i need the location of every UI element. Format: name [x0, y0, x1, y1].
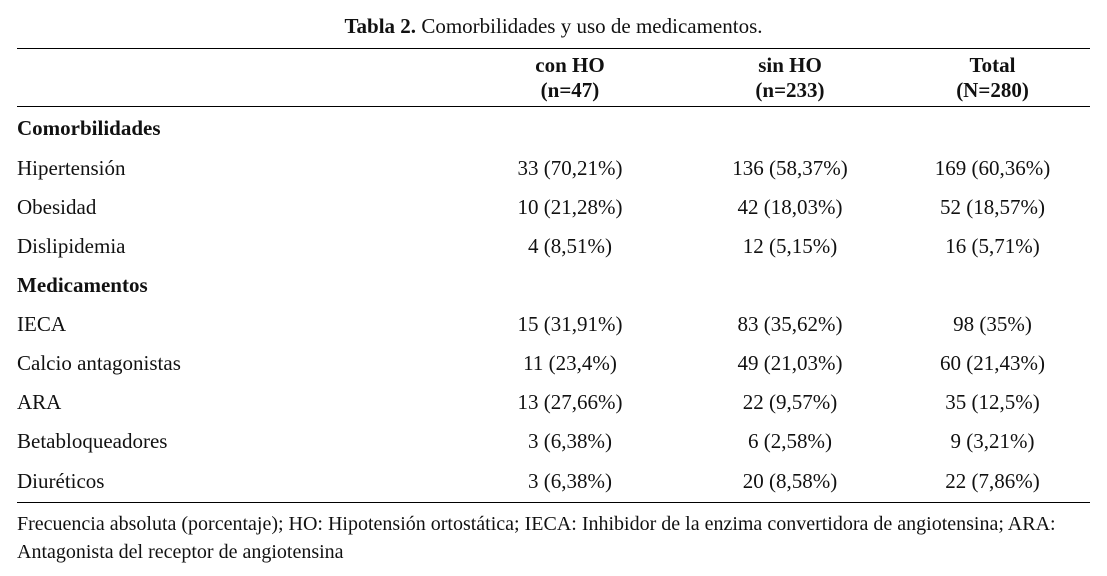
- section-title: Comorbilidades: [17, 115, 161, 140]
- caption-text: Comorbilidades y uso de medicamentos.: [421, 14, 763, 38]
- table-row: Obesidad 10 (21,28%) 42 (18,03%) 52 (18,…: [17, 188, 1090, 227]
- cell-con-ho: 33 (70,21%): [517, 156, 623, 180]
- table-row: ARA 13 (27,66%) 22 (9,57%) 35 (12,5%): [17, 383, 1090, 422]
- header-sin-ho-n: (n=233): [755, 77, 825, 102]
- cell-total: 22 (7,86%): [945, 469, 1040, 493]
- row-label: Calcio antagonistas: [17, 351, 181, 375]
- table-header: con HO (n=47) sin HO (n=233) Total (N=28…: [17, 48, 1090, 107]
- cell-total: 169 (60,36%): [934, 156, 1051, 180]
- cell-con-ho: 4 (8,51%): [528, 234, 612, 258]
- row-label: Hipertensión: [17, 156, 126, 180]
- cell-con-ho: 3 (6,38%): [528, 429, 612, 453]
- cell-sin-ho: 22 (9,57%): [742, 390, 838, 414]
- cell-sin-ho: 83 (35,62%): [737, 312, 843, 336]
- cell-con-ho: 15 (31,91%): [517, 312, 623, 336]
- header-total-label: Total: [969, 52, 1016, 77]
- header-sin-ho-label: sin HO: [758, 52, 822, 77]
- cell-sin-ho: 49 (21,03%): [737, 351, 843, 375]
- row-label: Obesidad: [17, 195, 97, 219]
- section-row-medicamentos: Medicamentos: [17, 266, 1090, 305]
- table-row: Hipertensión 33 (70,21%) 136 (58,37%) 16…: [17, 149, 1090, 188]
- header-row: con HO (n=47) sin HO (n=233) Total (N=28…: [17, 49, 1090, 107]
- cell-total: 98 (35%): [953, 312, 1032, 336]
- section-title: Medicamentos: [17, 273, 148, 297]
- header-con-ho-n: (n=47): [540, 77, 600, 102]
- row-label: Dislipidemia: [17, 234, 126, 258]
- row-label: Diuréticos: [17, 469, 105, 493]
- header-empty-cell: [17, 49, 455, 107]
- section-row-comorbilidades: Comorbilidades: [17, 107, 1090, 150]
- cell-total: 9 (3,21%): [950, 429, 1035, 453]
- header-con-ho: con HO (n=47): [455, 49, 685, 107]
- cell-con-ho: 11 (23,4%): [523, 351, 617, 375]
- row-label: ARA: [17, 390, 62, 414]
- cell-con-ho: 3 (6,38%): [528, 469, 612, 493]
- caption-label: Tabla 2.: [344, 14, 417, 38]
- cell-sin-ho: 12 (5,15%): [742, 234, 838, 258]
- cell-total: 52 (18,57%): [940, 195, 1045, 219]
- cell-total: 16 (5,71%): [945, 234, 1040, 258]
- header-sin-ho: sin HO (n=233): [685, 49, 895, 107]
- cell-sin-ho: 6 (2,58%): [748, 429, 832, 453]
- cell-con-ho: 13 (27,66%): [517, 390, 623, 414]
- table-row: Calcio antagonistas 11 (23,4%) 49 (21,03…: [17, 344, 1090, 383]
- table-caption: Tabla 2. Comorbilidades y uso de medicam…: [0, 12, 1107, 40]
- header-con-ho-label: con HO: [535, 52, 605, 77]
- row-label: IECA: [17, 312, 66, 336]
- cell-con-ho: 10 (21,28%): [517, 195, 623, 219]
- cell-sin-ho: 20 (8,58%): [742, 469, 838, 493]
- row-label: Betabloqueadores: [17, 429, 168, 453]
- comorbidities-table: con HO (n=47) sin HO (n=233) Total (N=28…: [17, 48, 1090, 503]
- table-row: IECA 15 (31,91%) 83 (35,62%) 98 (35%): [17, 305, 1090, 344]
- table-row: Betabloqueadores 3 (6,38%) 6 (2,58%) 9 (…: [17, 422, 1090, 461]
- header-total: Total (N=280): [895, 49, 1090, 107]
- cell-total: 35 (12,5%): [945, 390, 1040, 414]
- table-row: Dislipidemia 4 (8,51%) 12 (5,15%) 16 (5,…: [17, 227, 1090, 266]
- table-row: Diuréticos 3 (6,38%) 20 (8,58%) 22 (7,86…: [17, 461, 1090, 503]
- header-total-n: (N=280): [956, 77, 1029, 102]
- cell-total: 60 (21,43%): [940, 351, 1045, 375]
- cell-sin-ho: 42 (18,03%): [737, 195, 843, 219]
- table-body: Comorbilidades Hipertensión 33 (70,21%) …: [17, 107, 1090, 503]
- table-footnote: Frecuencia absoluta (porcentaje); HO: Hi…: [17, 513, 1056, 563]
- cell-sin-ho: 136 (58,37%): [732, 156, 848, 180]
